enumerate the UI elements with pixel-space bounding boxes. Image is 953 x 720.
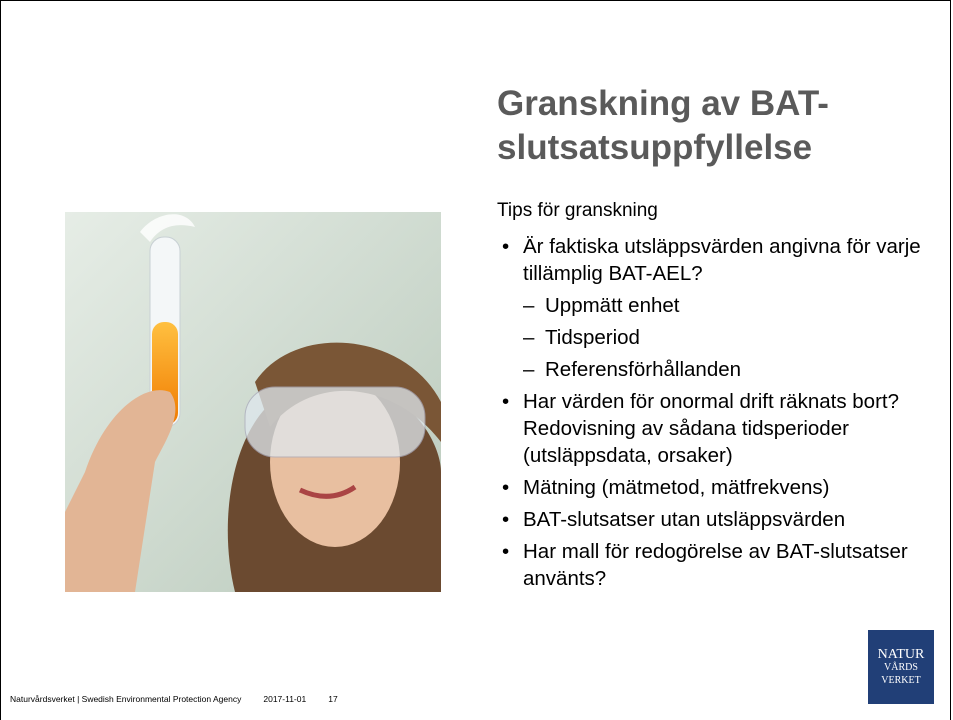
footer-date: 2017-11-01 <box>263 694 306 704</box>
subtitle: Tips för granskning <box>497 200 658 222</box>
bullet: Har mall för redogörelse av BAT-slutsats… <box>502 538 947 592</box>
sub-bullet: Tidsperiod <box>502 324 947 351</box>
bullet-list: Är faktiska utsläppsvärden angivna för v… <box>502 228 947 592</box>
bullet: Har värden för onormal drift räknats bor… <box>502 388 947 469</box>
slide-title: Granskning av BAT-slutsatsuppfyllelse <box>497 82 877 170</box>
logo-line: VÅRDS <box>868 661 934 674</box>
logo-line: NATUR <box>868 648 934 661</box>
bullet: BAT-slutsatser utan utsläppsvärden <box>502 506 947 533</box>
page-number: 17 <box>328 694 337 704</box>
slide: Granskning av BAT-slutsatsuppfyllelse Ti… <box>0 0 953 720</box>
logo: NATUR VÅRDS VERKET <box>868 630 934 704</box>
footer: Naturvårdsverket | Swedish Environmental… <box>10 694 360 704</box>
page: {"slide": { "title": "Granskning av BAT-… <box>0 0 953 720</box>
logo-line: VERKET <box>868 674 934 687</box>
sub-bullet: Uppmätt enhet <box>502 292 947 319</box>
sub-bullet: Referensförhållanden <box>502 356 947 383</box>
bullet: Mätning (mätmetod, mätfrekvens) <box>502 474 947 501</box>
photo <box>65 212 441 592</box>
footer-organization: Naturvårdsverket | Swedish Environmental… <box>10 694 241 704</box>
bullet: Är faktiska utsläppsvärden angivna för v… <box>502 233 947 287</box>
